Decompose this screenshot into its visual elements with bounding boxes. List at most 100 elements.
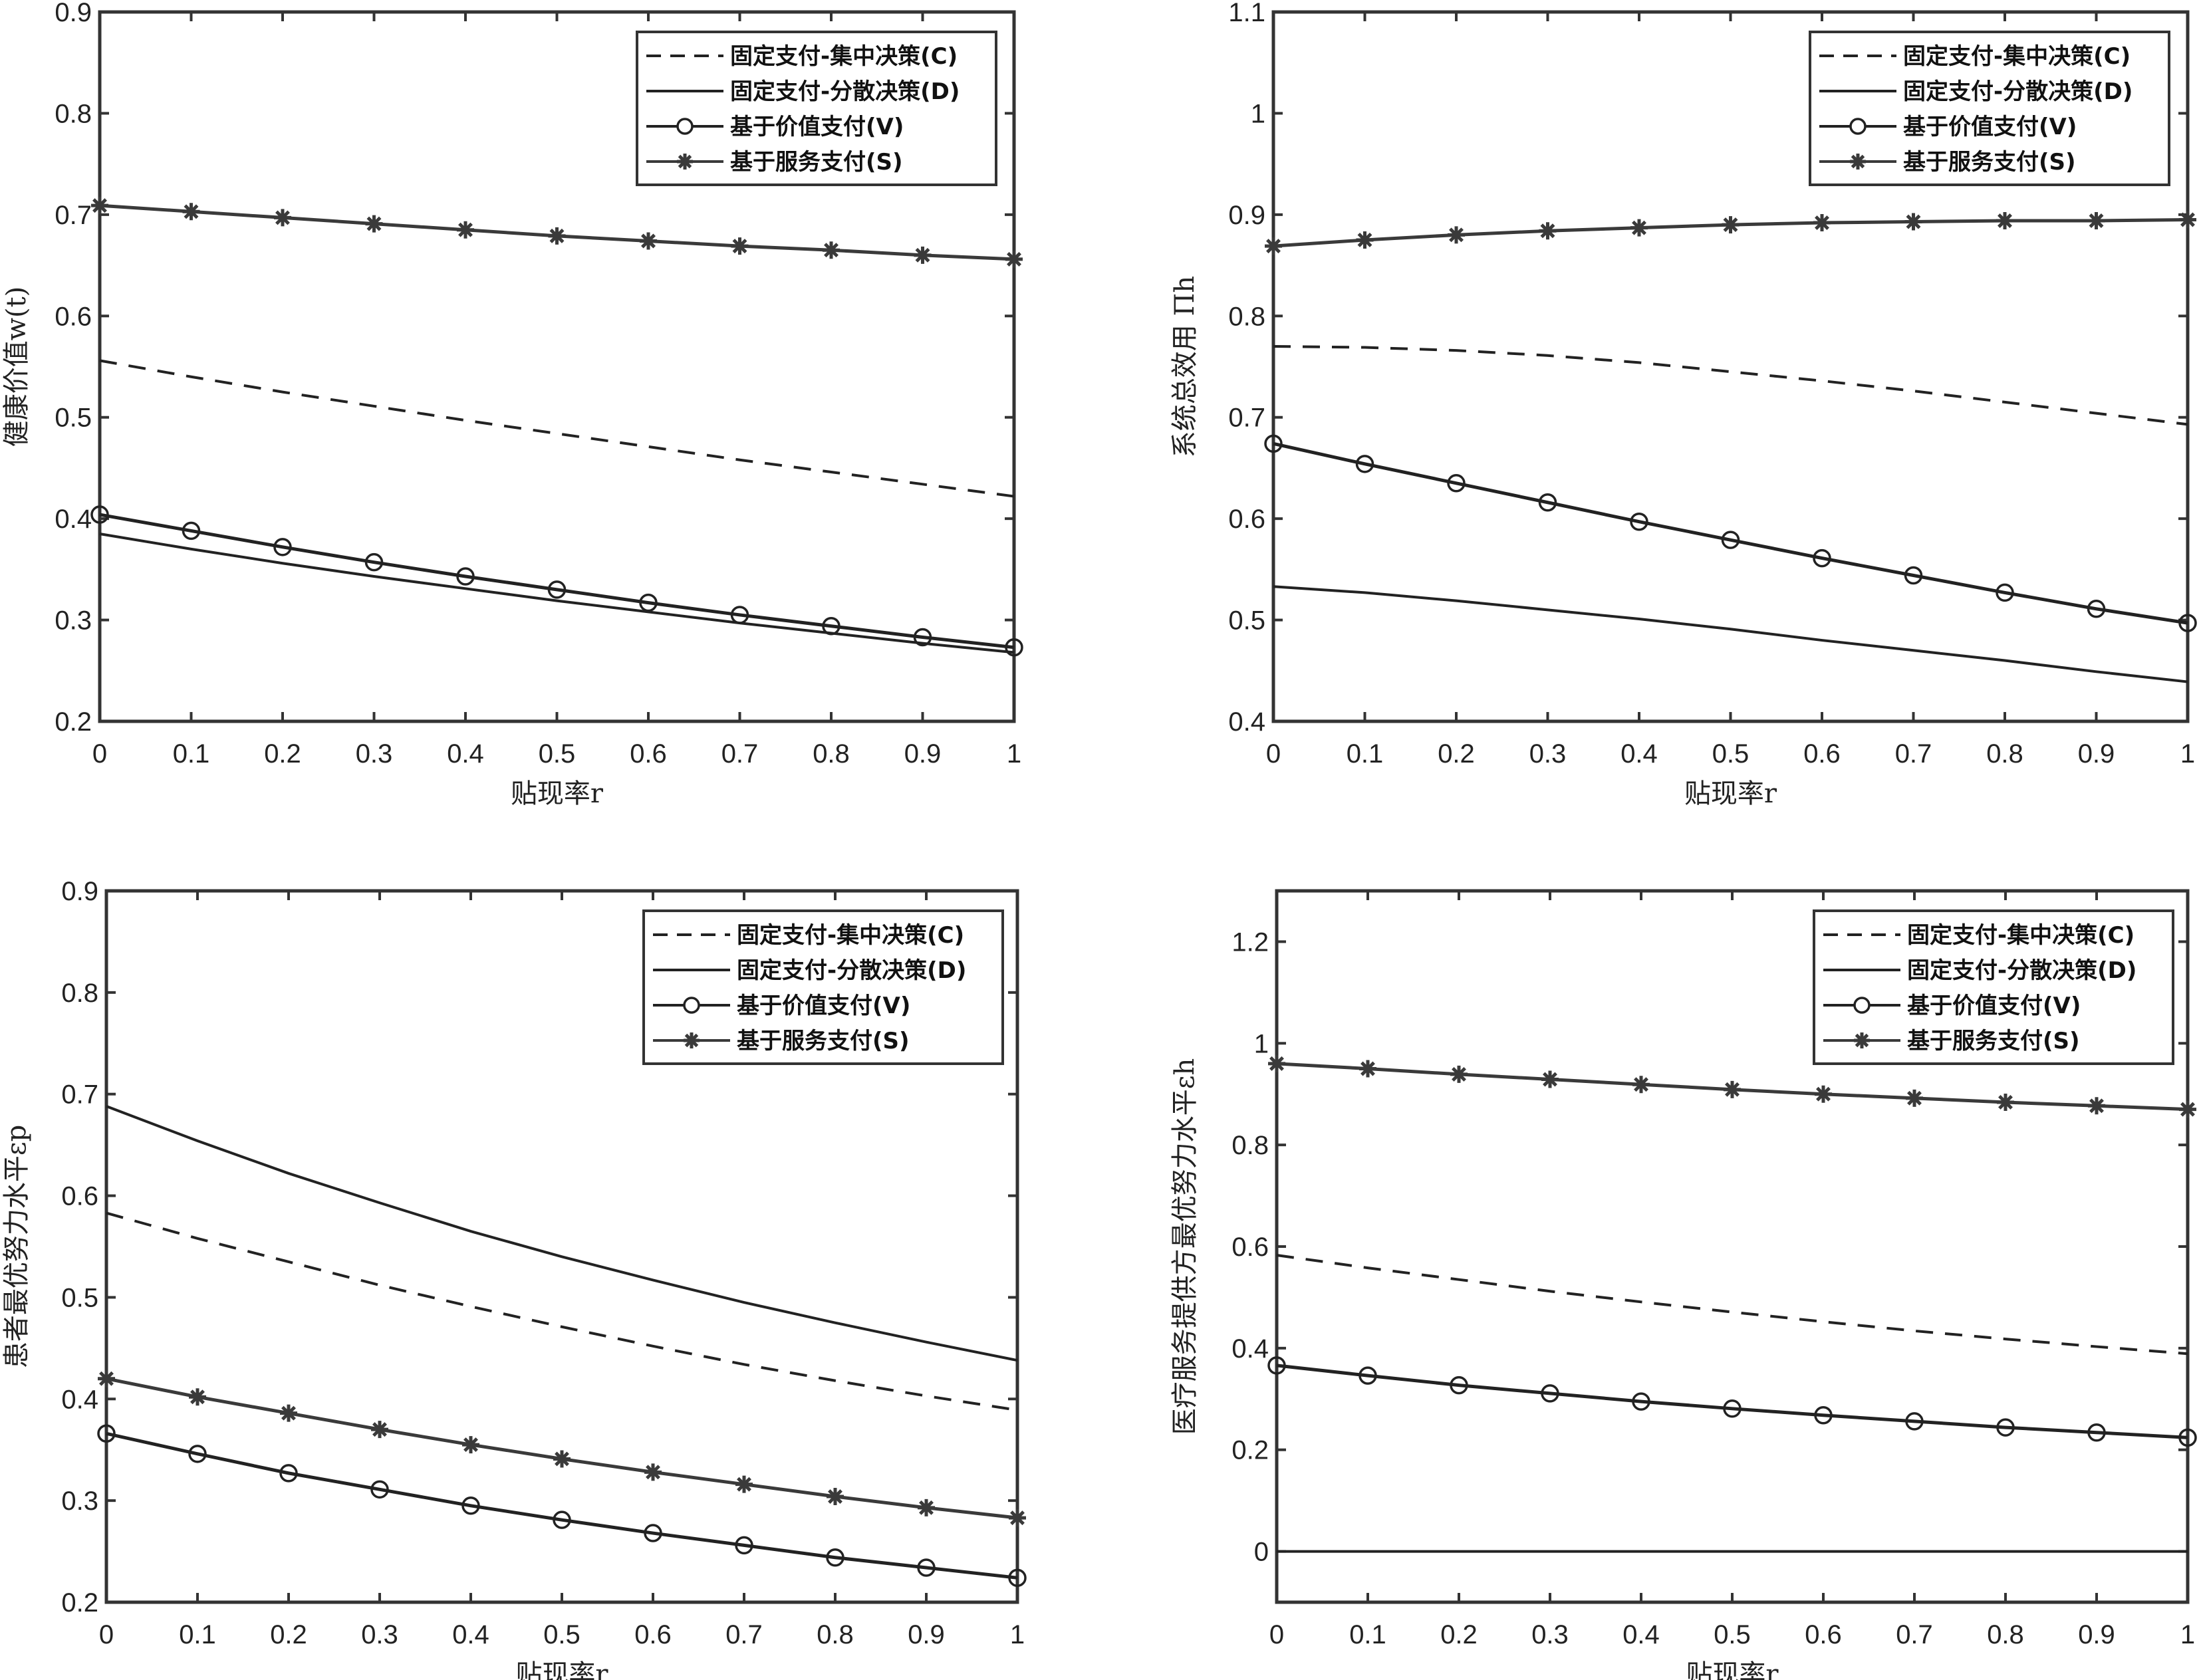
x-tick-label: 0.6 (630, 739, 667, 769)
data-point-S (2179, 1100, 2196, 1118)
x-tick-label: 1 (2180, 739, 2195, 769)
legend: 固定支付-集中决策(C) 固定支付-分散决策(D) 基于价值支付(V) 基于服务支付(… (1813, 909, 2174, 1065)
data-point-S (371, 1421, 388, 1439)
legend-label-D: 固定支付-分散决策(D) (1907, 957, 2136, 984)
y-tick-label: 0.7 (1228, 404, 1265, 433)
x-tick-label: 0.2 (1438, 739, 1475, 769)
data-point-S (731, 237, 749, 255)
series-line-C (106, 1211, 1018, 1412)
data-point-S (2179, 211, 2196, 229)
y-tick-label: 0.9 (1228, 201, 1265, 230)
x-tick-label: 0.2 (270, 1620, 307, 1649)
data-point-V (364, 552, 384, 572)
x-tick-label: 0 (1269, 1620, 1284, 1649)
x-axis-label: 贴现率r (511, 779, 604, 809)
y-tick-label: 0.6 (55, 302, 92, 331)
data-point-V (917, 1558, 936, 1577)
legend-label-C: 固定支付-集中决策(C) (1903, 43, 2131, 70)
legend-label-S: 基于服务支付(S) (1907, 1028, 2080, 1054)
data-point-S (1630, 219, 1648, 237)
x-tick-label: 0.1 (179, 1620, 216, 1649)
x-tick-label: 0 (92, 739, 107, 769)
data-point-S (1009, 1509, 1026, 1527)
series-line-C (1273, 345, 2188, 426)
x-tick-label: 0.3 (1529, 739, 1567, 769)
x-tick-label: 0.7 (721, 739, 759, 769)
legend: 固定支付-集中决策(C) 固定支付-分散决策(D) 基于价值支付(V) 基于服务支付(… (642, 909, 1004, 1065)
data-point-V (1538, 493, 1557, 512)
legend-box (1813, 909, 2174, 1065)
data-point-S (1996, 212, 2013, 230)
y-tick-label: 0.5 (55, 404, 92, 433)
data-point-S (1632, 1076, 1650, 1094)
x-tick-label: 0.6 (1803, 739, 1841, 769)
data-point-S (1448, 226, 1465, 244)
data-point-V (279, 1464, 298, 1483)
data-point-S (548, 227, 566, 245)
series-line-D (99, 533, 1015, 654)
x-tick-label: 0.7 (1896, 1620, 1933, 1649)
data-point-V (370, 1480, 389, 1499)
legend: 固定支付-集中决策(C) 固定支付-分散决策(D) 基于价值支付(V) 基于服务支付(… (1809, 31, 2170, 186)
y-tick-label: 0.4 (1231, 1334, 1269, 1364)
y-tick-label: 0.5 (61, 1283, 98, 1312)
data-point-V (1904, 566, 1923, 585)
data-point-V (639, 593, 658, 612)
data-point-V (1358, 1366, 1377, 1385)
data-point-S (823, 241, 840, 259)
legend-label-C: 固定支付-集中决策(C) (1907, 922, 2134, 949)
chart-panel-3: 0 0.1 0.2 0.3 0.4 0.5 0.6 0.7 0.8 0.9 1 0.2 0.3 0.4 0.… (1, 877, 1027, 1680)
data-point-V (97, 1424, 116, 1443)
y-tick-label: 0.8 (61, 979, 98, 1008)
data-point-V (1721, 531, 1740, 549)
x-tick-label: 0.1 (173, 739, 210, 769)
series-line-V (1273, 441, 2188, 625)
y-tick-label: 0.5 (1228, 606, 1265, 636)
y-tick-label: 0.6 (61, 1182, 98, 1211)
data-point-S (640, 232, 657, 250)
x-tick-label: 1 (1010, 1620, 1025, 1649)
legend-marker-circle (1849, 118, 1867, 135)
x-tick-label: 0.3 (1531, 1620, 1569, 1649)
data-point-V (1996, 583, 2014, 602)
series-line-D (1273, 585, 2188, 683)
data-point-S (457, 221, 474, 239)
y-tick-label: 0.4 (55, 505, 92, 534)
data-point-S (1265, 237, 1282, 255)
data-point-V (2178, 614, 2197, 632)
x-tick-label: 0.3 (356, 739, 393, 769)
series-line-V (99, 513, 1015, 650)
y-tick-label: 0.6 (1231, 1233, 1269, 1262)
data-point-S (1450, 1065, 1468, 1083)
data-point-V (188, 1445, 207, 1463)
y-tick-label: 0.8 (55, 99, 92, 128)
x-tick-label: 0.7 (1895, 739, 1932, 769)
data-point-V (1264, 434, 1283, 453)
legend-marker-star (1854, 1032, 1870, 1048)
data-point-S (1541, 1070, 1559, 1088)
y-axis-label: 系统总效用 Πh (1170, 276, 1200, 457)
data-point-V (2087, 1423, 2106, 1442)
data-point-V (553, 1510, 571, 1529)
data-point-V (456, 567, 475, 586)
data-point-V (1541, 1384, 1559, 1403)
y-tick-label: 0.8 (1228, 302, 1265, 331)
legend: 固定支付-集中决策(C) 固定支付-分散决策(D) 基于价值支付(V) 基于服务支付(… (636, 31, 997, 186)
data-point-S (553, 1450, 571, 1468)
data-point-S (1722, 216, 1740, 234)
series-line-C (99, 359, 1015, 498)
legend-label-V: 基于价值支付(V) (1903, 114, 2077, 140)
x-tick-label: 0.8 (1986, 739, 2023, 769)
x-tick-label: 0.5 (543, 1620, 581, 1649)
legend-marker-circle (683, 997, 700, 1014)
y-tick-label: 0.6 (1228, 505, 1265, 534)
data-point-V (1905, 1412, 1924, 1431)
y-tick-label: 1 (1254, 1029, 1269, 1058)
x-tick-label: 0.3 (361, 1620, 398, 1649)
data-point-S (365, 215, 383, 233)
x-axis-label: 贴现率r (1684, 779, 1777, 809)
legend-label-D: 固定支付-分散决策(D) (1903, 78, 2133, 105)
legend-label-V: 基于价值支付(V) (1907, 993, 2081, 1019)
data-point-S (462, 1436, 479, 1454)
